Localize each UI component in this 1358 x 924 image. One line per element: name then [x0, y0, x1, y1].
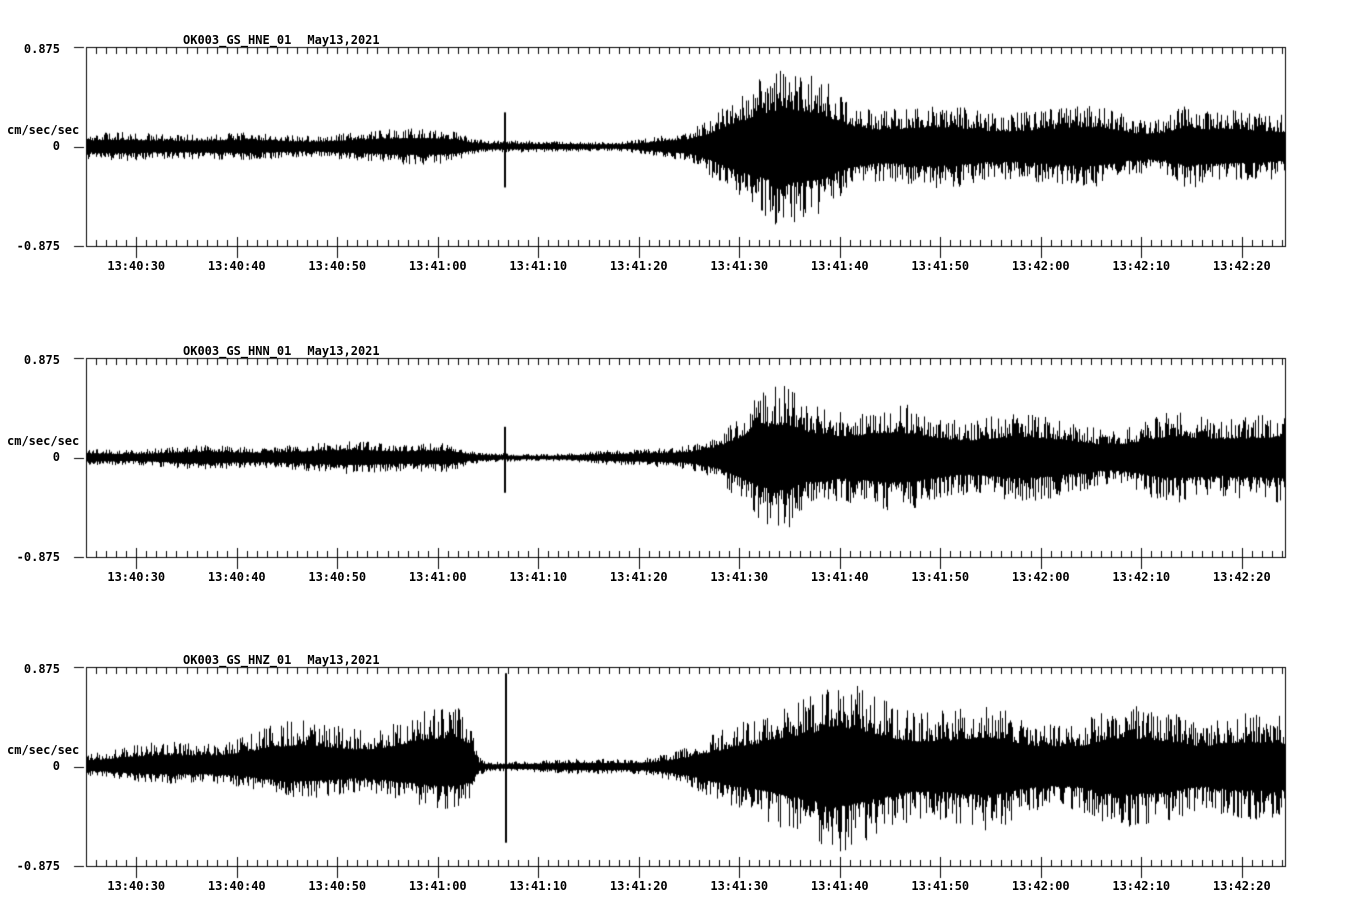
x-tick-label: 13:42:10 — [1112, 259, 1171, 273]
x-tick-label: 13:41:40 — [810, 570, 869, 584]
x-tick-label: 13:41:20 — [609, 259, 668, 273]
x-tick-label: 13:42:00 — [1011, 259, 1070, 273]
x-tick-label: 13:40:40 — [207, 259, 266, 273]
station-channel-id: OK003_GS_HNE_01 — [183, 33, 292, 47]
x-tick-label: 13:42:00 — [1011, 570, 1070, 584]
waveform-canvas-hne — [70, 46, 1300, 260]
x-tick-label: 13:42:20 — [1212, 570, 1271, 584]
y-tick-bottom: -0.875 — [16, 239, 60, 253]
x-tick-label: 13:41:40 — [810, 259, 869, 273]
x-tick-label: 13:42:20 — [1212, 259, 1271, 273]
x-tick-label: 13:40:40 — [207, 879, 266, 893]
x-tick-label: 13:40:30 — [107, 879, 166, 893]
x-tick-label: 13:41:00 — [408, 259, 467, 273]
x-tick-label: 13:40:30 — [107, 259, 166, 273]
x-tick-label: 13:40:40 — [207, 570, 266, 584]
y-tick-bottom: -0.875 — [16, 550, 60, 564]
x-tick-label: 13:40:50 — [308, 570, 367, 584]
x-tick-label: 13:41:50 — [911, 259, 970, 273]
y-tick-zero: 0 — [52, 139, 60, 153]
x-tick-label: 13:42:10 — [1112, 879, 1171, 893]
x-tick-label: 13:41:20 — [609, 570, 668, 584]
waveform-canvas-hnz — [70, 666, 1300, 880]
record-date: May13,2021 — [307, 653, 380, 667]
y-tick-zero: 0 — [52, 759, 60, 773]
x-tick-label: 13:40:30 — [107, 570, 166, 584]
waveform-canvas-hnn — [70, 357, 1300, 571]
x-tick-label: 13:42:00 — [1011, 879, 1070, 893]
x-tick-label: 13:41:50 — [911, 570, 970, 584]
y-tick-top: 0.875 — [23, 353, 60, 367]
x-tick-label: 13:40:50 — [308, 879, 367, 893]
panel-title-hne: OK003_GS_HNE_01 May13,2021 — [183, 34, 380, 47]
x-tick-label: 13:40:50 — [308, 259, 367, 273]
x-tick-label: 13:42:10 — [1112, 570, 1171, 584]
y-tick-top: 0.875 — [23, 662, 60, 676]
panel-title-hnz: OK003_GS_HNZ_01 May13,2021 — [183, 654, 380, 667]
panel-title-hnn: OK003_GS_HNN_01 May13,2021 — [183, 345, 380, 358]
y-tick-zero: 0 — [52, 450, 60, 464]
x-tick-label: 13:41:30 — [710, 570, 769, 584]
y-axis-unit-label: cm/sec/sec — [7, 743, 80, 757]
x-tick-label: 13:41:30 — [710, 259, 769, 273]
x-tick-label: 13:42:20 — [1212, 879, 1271, 893]
y-tick-top: 0.875 — [23, 42, 60, 56]
station-channel-id: OK003_GS_HNN_01 — [183, 344, 292, 358]
x-tick-label: 13:41:40 — [810, 879, 869, 893]
y-axis-unit-label: cm/sec/sec — [7, 123, 80, 137]
x-tick-label: 13:41:10 — [509, 259, 568, 273]
x-tick-label: 13:41:10 — [509, 570, 568, 584]
record-date: May13,2021 — [307, 33, 380, 47]
record-date: May13,2021 — [307, 344, 380, 358]
x-tick-label: 13:41:50 — [911, 879, 970, 893]
x-tick-label: 13:41:30 — [710, 879, 769, 893]
x-tick-label: 13:41:00 — [408, 570, 467, 584]
y-tick-bottom: -0.875 — [16, 859, 60, 873]
x-tick-label: 13:41:00 — [408, 879, 467, 893]
y-axis-unit-label: cm/sec/sec — [7, 434, 80, 448]
station-channel-id: OK003_GS_HNZ_01 — [183, 653, 292, 667]
x-tick-label: 13:41:20 — [609, 879, 668, 893]
x-tick-label: 13:41:10 — [509, 879, 568, 893]
